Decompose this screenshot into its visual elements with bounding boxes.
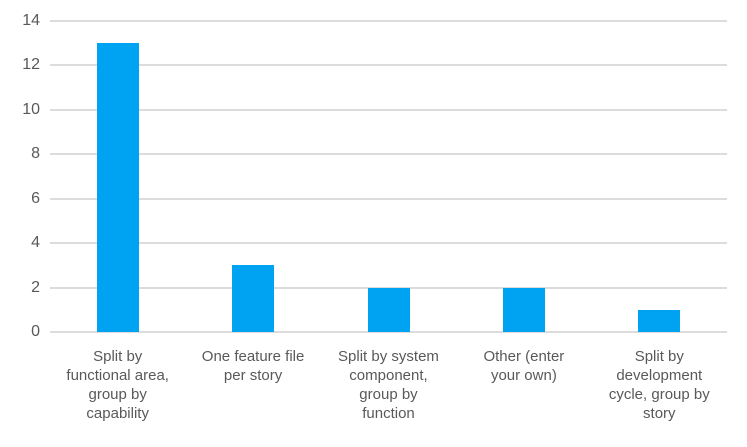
bar xyxy=(96,43,139,332)
category-label: Split by functional area, group by capab… xyxy=(66,348,169,422)
category-label: One feature file per story xyxy=(201,348,305,384)
y-tick-label: 8 xyxy=(31,145,40,163)
y-tick-label: 2 xyxy=(31,278,40,296)
gridline xyxy=(50,242,727,245)
category-label: Split by system component, group by func… xyxy=(338,348,439,422)
y-tick-label: 6 xyxy=(31,189,40,207)
gridline xyxy=(50,20,727,22)
bar xyxy=(367,287,410,332)
gridline xyxy=(50,197,727,200)
gridline xyxy=(50,331,727,333)
gridline xyxy=(50,64,727,67)
gridline xyxy=(50,153,727,156)
y-tick-label: 4 xyxy=(31,234,40,252)
bar xyxy=(638,309,681,332)
bar xyxy=(232,265,275,332)
y-tick-label: 0 xyxy=(31,323,40,340)
gridline xyxy=(50,108,727,111)
y-tick-label: 10 xyxy=(22,100,40,118)
y-tick-label: 12 xyxy=(22,56,40,74)
y-tick-label: 14 xyxy=(22,12,40,29)
category-label: Other (enter your own) xyxy=(483,348,565,384)
category-label: Split by development cycle, group by sto… xyxy=(608,348,710,422)
bar xyxy=(502,287,545,332)
